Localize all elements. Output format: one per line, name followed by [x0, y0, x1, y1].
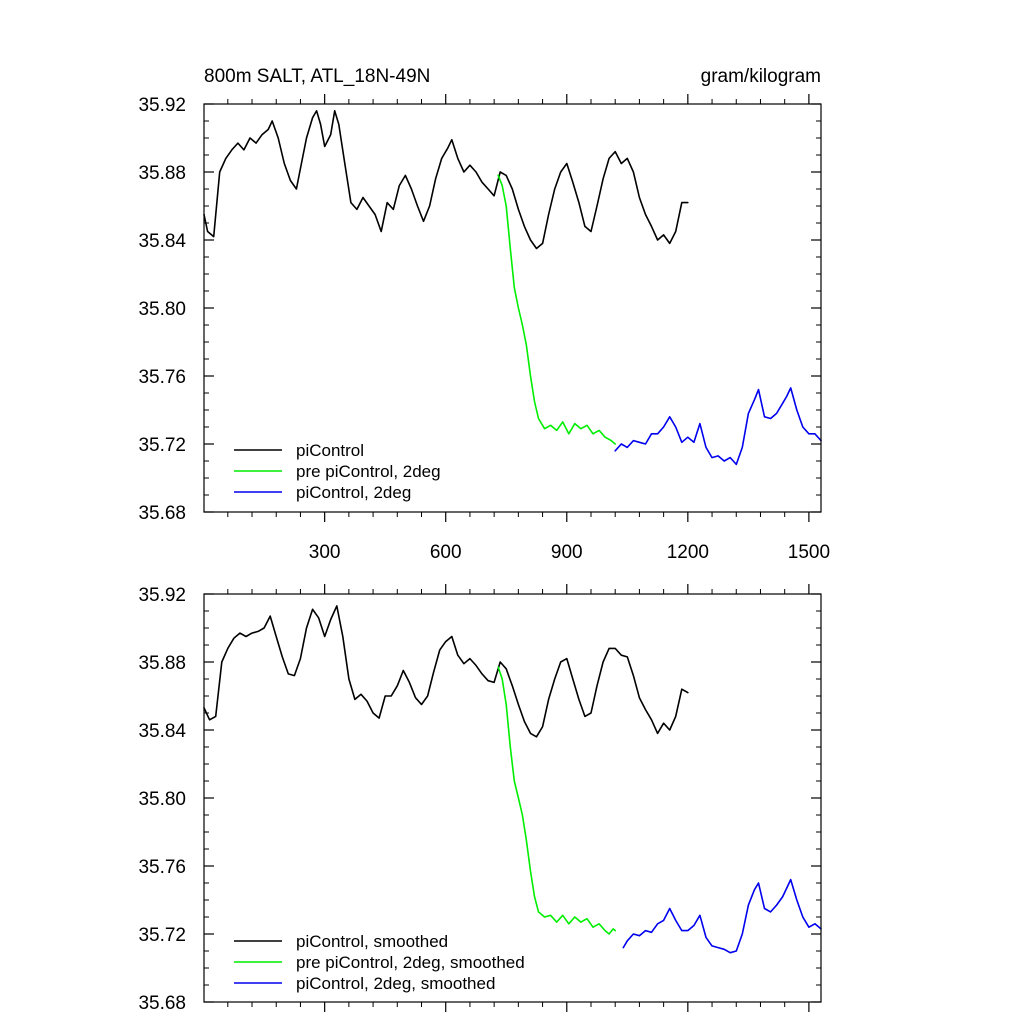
bottom-plot-frame — [203, 593, 822, 1003]
top-legend: piControl pre piControl, 2deg piControl,… — [234, 441, 441, 502]
y-tick-label: 35.88 — [138, 163, 186, 184]
legend-label-pre-picontrol-2deg-smoothed: pre piControl, 2deg, smoothed — [296, 953, 525, 972]
x-tick-label: 300 — [309, 542, 341, 563]
bottom-axis-ticks — [204, 584, 821, 1012]
top-chart-panel: 800m SALT, ATL_18N-49N gram/kilogram 35.… — [138, 66, 830, 563]
y-tick-label: 35.68 — [138, 993, 186, 1014]
top-y-tick-labels: 35.68 35.72 35.76 35.80 35.84 35.88 35.92 — [138, 95, 186, 524]
legend-label-picontrol-smoothed: piControl, smoothed — [296, 932, 448, 951]
x-tick-label: 1500 — [788, 542, 830, 563]
y-tick-label: 35.88 — [138, 653, 186, 674]
x-tick-label: 600 — [430, 542, 462, 563]
x-tick-label: 1200 — [667, 542, 709, 563]
y-tick-label: 35.92 — [138, 585, 186, 606]
y-tick-label: 35.84 — [138, 721, 186, 742]
bottom-legend: piControl, smoothed pre piControl, 2deg,… — [234, 932, 525, 993]
y-tick-label: 35.80 — [138, 299, 186, 320]
series-line-1 — [203, 110, 689, 250]
y-tick-label: 35.80 — [138, 789, 186, 810]
chart-title: 800m SALT, ATL_18N-49N — [204, 66, 430, 87]
series-line-3 — [622, 878, 822, 954]
bottom-chart-panel: 35.68 35.72 35.76 35.80 35.84 35.88 35.92 piCo… — [138, 584, 822, 1014]
top-plot-frame — [203, 103, 822, 513]
top-series-lines — [203, 110, 822, 466]
y-tick-label: 35.72 — [138, 925, 186, 946]
bottom-series-lines — [203, 605, 822, 954]
y-tick-label: 35.92 — [138, 95, 186, 116]
bottom-y-tick-labels: 35.68 35.72 35.76 35.80 35.84 35.88 35.92 — [138, 585, 186, 1014]
y-tick-label: 35.76 — [138, 367, 186, 388]
y-tick-label: 35.84 — [138, 231, 186, 252]
series-line-2 — [497, 174, 616, 445]
series-line-3 — [614, 387, 822, 466]
y-tick-label: 35.72 — [138, 435, 186, 456]
top-x-tick-labels: 300 600 900 1200 1500 — [309, 542, 830, 563]
chart-units: gram/kilogram — [701, 66, 821, 87]
legend-label-picontrol-2deg: piControl, 2deg — [296, 483, 411, 502]
y-tick-label: 35.76 — [138, 857, 186, 878]
series-line-1 — [203, 605, 689, 738]
y-tick-label: 35.68 — [138, 503, 186, 524]
x-tick-label: 900 — [551, 542, 583, 563]
legend-label-picontrol-2deg-smoothed: piControl, 2deg, smoothed — [296, 974, 495, 993]
legend-label-picontrol: piControl — [296, 441, 364, 460]
legend-label-pre-picontrol-2deg: pre piControl, 2deg — [296, 462, 441, 481]
series-line-2 — [497, 666, 616, 935]
